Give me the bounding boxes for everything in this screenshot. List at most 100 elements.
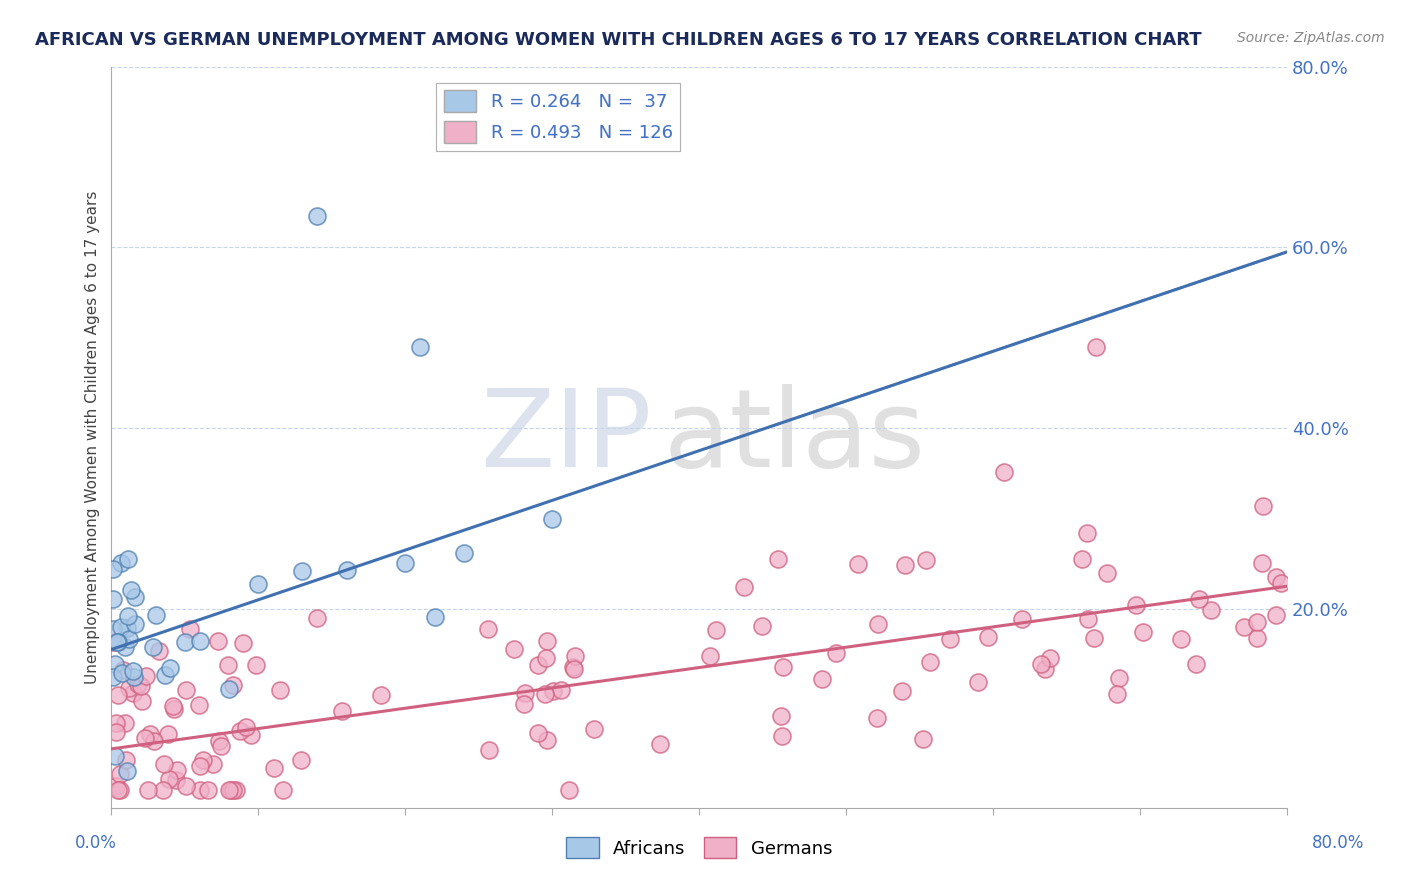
Point [335,563,357,577]
Point [564,649,586,664]
Point [107,689,129,703]
Point [846,557,869,571]
Point [513,697,536,711]
Point [894,558,917,573]
Point [207,633,229,648]
Point [115,621,138,635]
Point [911,732,934,747]
Point [1085,340,1108,354]
Point [477,622,499,636]
Point [117,609,139,624]
Point [307,611,329,625]
Point [1077,612,1099,626]
Point [108,782,131,797]
Point [134,731,156,746]
Point [162,699,184,714]
Point [1132,625,1154,640]
Point [263,761,285,775]
Point [191,752,214,766]
Point [153,756,176,771]
Text: ZIP: ZIP [481,384,652,490]
Point [868,616,890,631]
Point [127,677,149,691]
Point [218,782,240,797]
Point [562,659,585,673]
Point [1264,570,1286,584]
Point [271,782,294,797]
Point [1031,657,1053,671]
Point [145,607,167,622]
Point [976,630,998,644]
Point [131,694,153,708]
Point [1070,552,1092,566]
Point [1251,556,1274,570]
Point [1246,615,1268,630]
Point [101,592,124,607]
Point [114,715,136,730]
Text: AFRICAN VS GERMAN UNEMPLOYMENT AMONG WOMEN WITH CHILDREN AGES 6 TO 17 YEARS CORR: AFRICAN VS GERMAN UNEMPLOYMENT AMONG WOM… [35,31,1202,49]
Point [115,764,138,779]
Point [104,724,127,739]
Point [107,635,129,649]
Point [187,698,209,712]
Point [920,655,942,669]
Legend: R = 0.264   N =  37, R = 0.493   N = 126: R = 0.264 N = 37, R = 0.493 N = 126 [436,83,681,151]
Point [143,733,166,747]
Point [229,723,252,738]
Point [101,623,124,637]
Point [107,782,129,797]
Point [772,660,794,674]
Point [120,583,142,598]
Point [188,634,211,648]
Point [217,658,239,673]
Point [541,683,564,698]
Point [117,552,139,566]
Point [515,686,537,700]
Point [188,759,211,773]
Point [1251,499,1274,513]
Point [733,580,755,594]
Point [122,664,145,678]
Point [290,753,312,767]
Text: 80.0%: 80.0% [1312,834,1365,852]
Point [307,209,329,223]
Point [163,702,186,716]
Point [648,737,671,751]
Point [1108,671,1130,685]
Point [176,780,198,794]
Point [370,688,392,702]
Point [409,340,432,354]
Point [197,782,219,797]
Point [148,644,170,658]
Point [967,674,990,689]
Text: atlas: atlas [664,384,927,490]
Point [245,658,267,673]
Point [1105,687,1128,701]
Point [156,726,179,740]
Point [527,725,550,739]
Point [157,772,180,786]
Point [153,668,176,682]
Text: 0.0%: 0.0% [75,834,117,852]
Point [101,562,124,576]
Point [269,683,291,698]
Point [770,708,793,723]
Point [209,739,232,753]
Point [124,670,146,684]
Point [1011,612,1033,626]
Point [104,657,127,672]
Point [1246,631,1268,645]
Point [124,590,146,604]
Point [165,773,187,788]
Point [502,642,524,657]
Point [562,662,585,676]
Point [201,756,224,771]
Point [1083,632,1105,646]
Point [110,620,132,634]
Point [866,711,889,725]
Point [166,763,188,777]
Point [188,782,211,797]
Point [583,722,606,736]
Point [121,686,143,700]
Point [124,616,146,631]
